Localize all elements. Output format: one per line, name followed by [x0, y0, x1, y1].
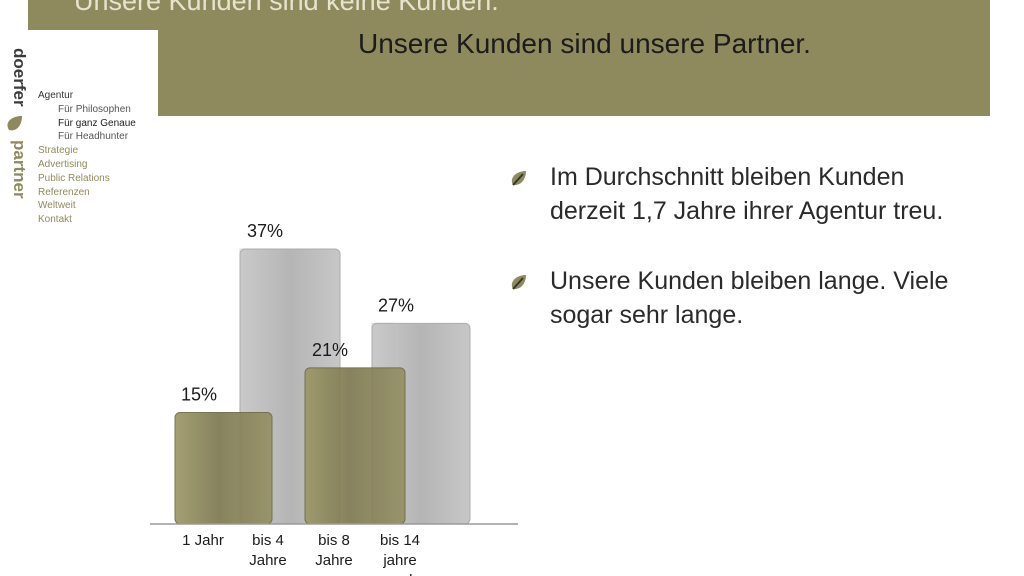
nav-item[interactable]: Referenzen	[38, 186, 90, 198]
bar-4	[371, 322, 471, 525]
bar-2	[239, 248, 341, 525]
leaf-bullet-icon	[511, 275, 526, 290]
sidebar-nav: Agentur Für Philosophen Für ganz Genaue Für…	[38, 89, 136, 227]
x-tick-label: 1 Jahr	[182, 532, 224, 549]
page-title: Unsere Kunden sind unsere Partner.	[358, 28, 811, 59]
data-label: 27%	[378, 295, 414, 315]
banner-ghost-title: Unsere Kunden sind keine Kunden.	[74, 0, 499, 16]
logo-leaf-icon	[7, 116, 22, 131]
nav-item[interactable]: Advertising	[38, 158, 88, 170]
nav-item[interactable]: Agentur	[38, 90, 74, 101]
nav-item[interactable]: Public Relations	[38, 172, 110, 184]
bar-3	[304, 367, 406, 525]
header-banner: Unsere Kunden sind keine Kunden. Unsere …	[28, 0, 990, 116]
leaf-bullet-icon	[511, 171, 526, 186]
sidebar	[0, 30, 158, 230]
nav-item[interactable]: Strategie	[38, 145, 79, 157]
bar-1	[174, 412, 273, 525]
x-tick-label: bis 14jahreund	[380, 532, 420, 576]
nav-item[interactable]: Für ganz Genaue	[58, 117, 136, 129]
bar-highlight	[239, 248, 263, 525]
bullet-text: Unsere Kunden bleiben lange. Viele sogar…	[550, 267, 949, 329]
nav-item[interactable]: Für Headhunter	[58, 131, 129, 143]
doerfer-partner-logo[interactable]: doerfer partner	[2, 44, 42, 220]
logo-line1: doerfer	[10, 48, 29, 107]
x-tick-label: bis 4 Jahre	[249, 532, 287, 569]
bullet-item: Unsere Kunden bleiben lange. Viele sogar…	[510, 264, 980, 332]
nav-item[interactable]: Kontakt	[38, 214, 72, 226]
nav-item[interactable]: Für Philosophen	[58, 103, 131, 115]
bullet-text: Im Durchschnitt bleiben Kunden derzeit 1…	[550, 163, 944, 225]
bullet-item: Im Durchschnitt bleiben Kunden derzeit 1…	[510, 160, 980, 228]
bar-highlight	[371, 322, 395, 525]
data-label: 21%	[312, 340, 348, 360]
data-label: 37%	[247, 221, 283, 241]
bullet-list: Im Durchschnitt bleiben Kunden derzeit 1…	[510, 160, 980, 368]
x-tick-label: bis 8 Jahre	[315, 532, 353, 569]
data-label: 15%	[181, 385, 217, 405]
nav-item[interactable]: Weltweit	[38, 200, 76, 212]
logo-line2: partner	[10, 140, 29, 199]
